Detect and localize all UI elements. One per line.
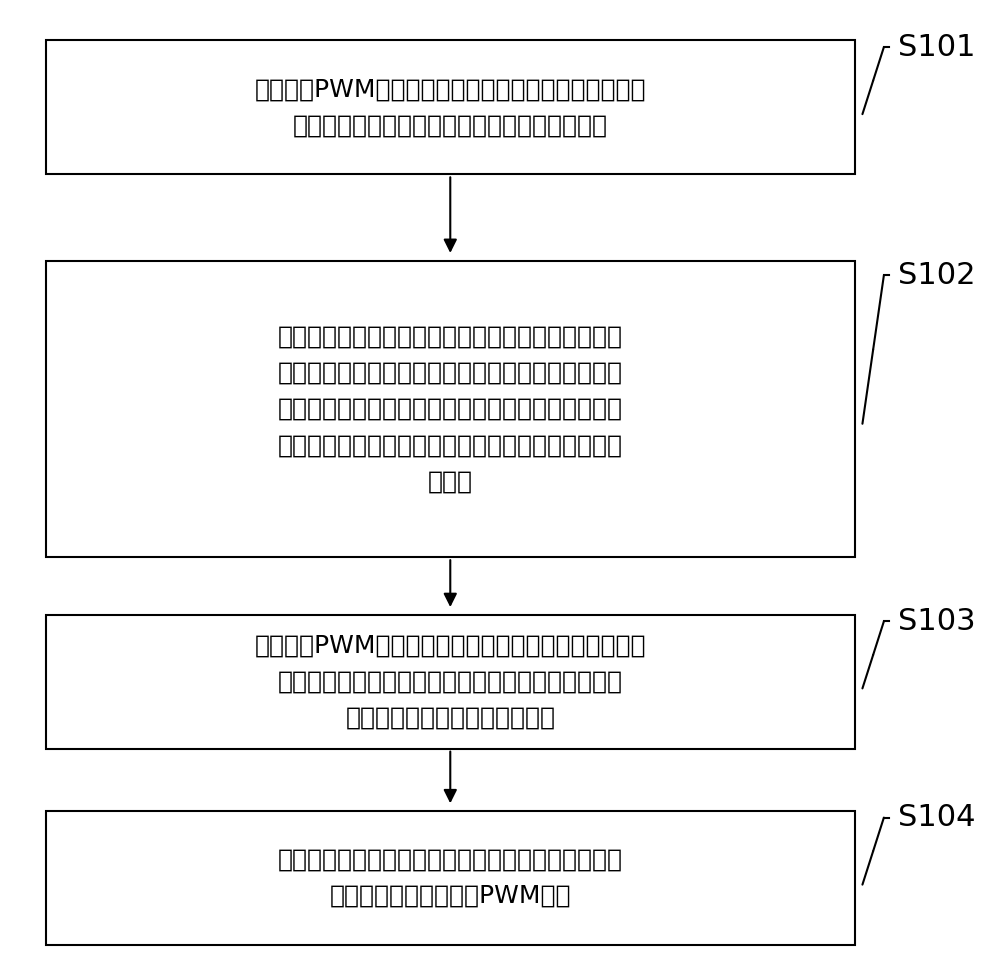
Text: S104: S104 — [898, 803, 976, 832]
Text: S102: S102 — [898, 261, 976, 290]
Text: 根据输入PWM数据、更新后的第一横坐标存储寄存器中: 根据输入PWM数据、更新后的第一横坐标存储寄存器中 — [255, 633, 646, 657]
Text: 比较输入PWM数据与第一横坐标存储寄存器中的数据、: 比较输入PWM数据与第一横坐标存储寄存器中的数据、 — [255, 78, 646, 101]
Bar — [46, 615, 855, 749]
Text: 的数据和更新后的第二横坐标存储寄存器中的数据，: 的数据和更新后的第二横坐标存储寄存器中的数据， — [278, 670, 623, 693]
Bar — [46, 260, 855, 557]
Text: 若比较结果为第一比较结果或第二比较结果，根据第: 若比较结果为第一比较结果或第二比较结果，根据第 — [278, 324, 623, 349]
Text: S103: S103 — [898, 607, 976, 636]
Text: S101: S101 — [898, 33, 976, 61]
Text: 第二横坐标存储寄存器中的数据，得到比较结果: 第二横坐标存储寄存器中的数据，得到比较结果 — [293, 114, 608, 138]
Text: 坐标存储寄存器中的数据和第二纵坐标存储寄存器中: 坐标存储寄存器中的数据和第二纵坐标存储寄存器中 — [278, 433, 623, 457]
Text: 一比较结果或第二比较结果更新第一横坐标存储寄存: 一比较结果或第二比较结果更新第一横坐标存储寄存 — [278, 360, 623, 385]
Text: 器中数据、第二横坐标存储寄存器中的数据、第一纵: 器中数据、第二横坐标存储寄存器中的数据、第一纵 — [278, 397, 623, 421]
Text: 器中的数据，得到输出PWM数据: 器中的数据，得到输出PWM数据 — [330, 885, 571, 908]
Text: 根据插值计数器的值和更新后的第二纵坐标存储寄存: 根据插值计数器的值和更新后的第二纵坐标存储寄存 — [278, 848, 623, 872]
Bar — [46, 811, 855, 945]
Text: 的数据: 的数据 — [428, 470, 473, 493]
Text: 控制插值计数器执行对应的计数: 控制插值计数器执行对应的计数 — [345, 706, 555, 730]
Bar — [46, 41, 855, 175]
